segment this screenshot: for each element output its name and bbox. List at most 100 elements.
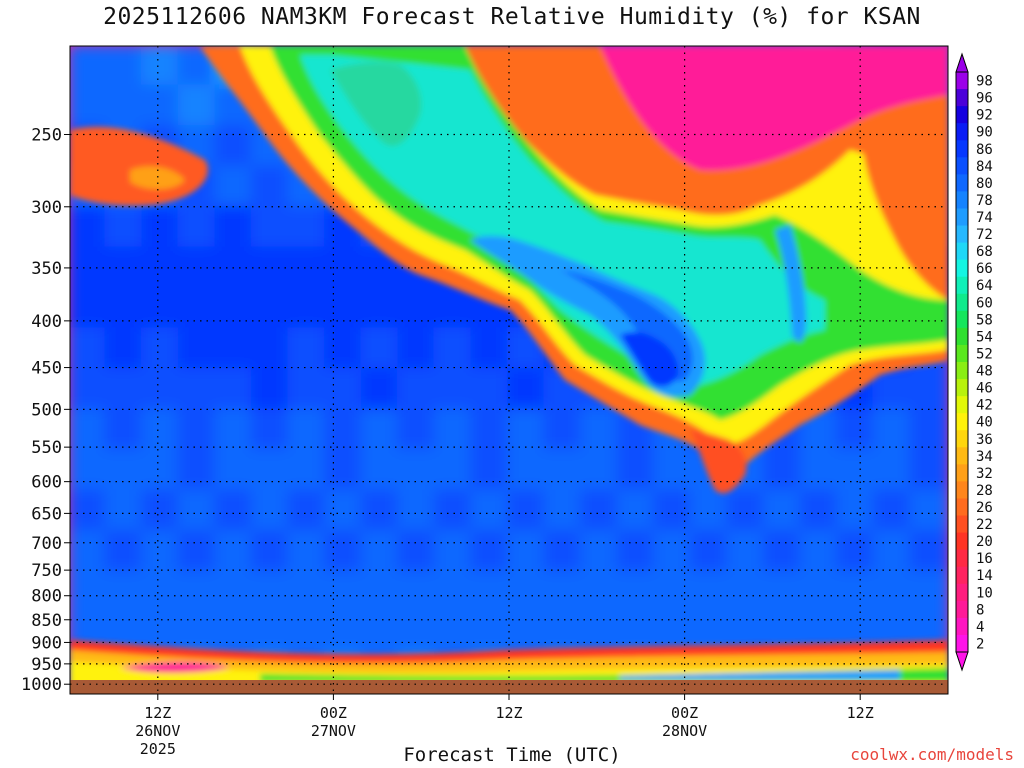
rh-cell bbox=[250, 611, 292, 656]
colorbar-label: 46 bbox=[976, 381, 993, 397]
colorbar-label: 36 bbox=[976, 432, 993, 448]
rh-cell bbox=[214, 570, 255, 615]
rh-cell bbox=[177, 84, 219, 129]
rh-cell bbox=[909, 408, 948, 453]
colorbar-label: 40 bbox=[976, 415, 993, 431]
rh-cell bbox=[287, 570, 329, 615]
rh-cell bbox=[872, 530, 914, 575]
moist-layer-features bbox=[70, 46, 948, 694]
rh-cell bbox=[214, 125, 255, 170]
x-tick-label: 26NOV bbox=[135, 722, 180, 740]
rh-cell bbox=[397, 408, 438, 453]
colorbar-label: 58 bbox=[976, 312, 993, 328]
rh-cell bbox=[177, 408, 219, 453]
rh-cell bbox=[250, 368, 292, 413]
rh-cell bbox=[872, 449, 914, 494]
rh-cell bbox=[360, 449, 402, 494]
surface-band bbox=[70, 680, 948, 694]
colorbar-label: 42 bbox=[976, 398, 993, 414]
rh-cell bbox=[141, 408, 182, 453]
colorbar-frame bbox=[955, 71, 969, 653]
credit-link[interactable]: coolwx.com/models bbox=[850, 745, 1014, 764]
y-tick-label: 800 bbox=[31, 587, 62, 607]
rh-cell bbox=[177, 570, 219, 615]
rh-cell bbox=[141, 449, 182, 494]
rh-cell bbox=[70, 84, 109, 129]
colorbar-swatch bbox=[956, 310, 968, 329]
rh-cell bbox=[104, 46, 146, 89]
rh-cell bbox=[653, 449, 694, 494]
rh-cell bbox=[433, 327, 475, 372]
rh-cell bbox=[250, 489, 292, 534]
rh-cell bbox=[250, 530, 292, 575]
chart-title: 2025112606 NAM3KM Forecast Relative Humi… bbox=[103, 4, 921, 30]
colorbar-swatch bbox=[956, 379, 968, 397]
rh-cell bbox=[141, 84, 182, 129]
colorbar-swatch bbox=[956, 600, 968, 619]
rh-cell bbox=[470, 489, 511, 534]
rh-cell bbox=[507, 530, 548, 575]
rh-cell bbox=[836, 489, 877, 534]
rh-cell bbox=[141, 206, 182, 251]
colorbar-swatch bbox=[956, 123, 968, 141]
rh-cell bbox=[287, 287, 329, 332]
rh-cell bbox=[214, 408, 255, 453]
colorbar-swatch bbox=[956, 140, 968, 158]
rh-cell bbox=[324, 570, 365, 615]
rh-cell bbox=[433, 287, 475, 332]
rh-cell bbox=[324, 368, 365, 413]
rh-cell bbox=[836, 449, 877, 494]
rh-cell bbox=[397, 327, 438, 372]
rh-cell bbox=[287, 449, 329, 494]
rh-cell bbox=[324, 408, 365, 453]
rh-cell bbox=[250, 408, 292, 453]
rh-cell bbox=[214, 287, 255, 332]
rh-cell bbox=[214, 327, 255, 372]
x-tick-label: 00Z bbox=[320, 704, 347, 722]
colorbar-swatch bbox=[956, 208, 968, 227]
rh-cell bbox=[763, 489, 804, 534]
colorbar-swatch bbox=[956, 327, 968, 346]
rh-cell bbox=[104, 530, 146, 575]
colorbar-label: 28 bbox=[976, 483, 993, 499]
rh-cell bbox=[141, 570, 182, 615]
y-tick-label: 500 bbox=[31, 400, 62, 420]
rh-cell bbox=[141, 489, 182, 534]
y-tick-label: 850 bbox=[31, 611, 62, 631]
rh-cell bbox=[214, 489, 255, 534]
rh-cell bbox=[250, 165, 292, 210]
rh-cell bbox=[507, 368, 548, 413]
rh-cell bbox=[177, 246, 219, 291]
rh-cell bbox=[397, 449, 438, 494]
rh-cell bbox=[250, 449, 292, 494]
colorbar-swatch bbox=[956, 549, 968, 568]
colorbar-swatch bbox=[956, 447, 968, 465]
rh-cell bbox=[324, 611, 365, 656]
rh-cell bbox=[70, 327, 109, 372]
colorbar-swatch bbox=[956, 191, 968, 209]
colorbar-label: 64 bbox=[976, 278, 993, 294]
rh-cell bbox=[70, 46, 109, 89]
colorbar-label: 4 bbox=[976, 619, 984, 635]
rh-cell bbox=[836, 408, 877, 453]
rh-cell bbox=[360, 408, 402, 453]
rh-cell bbox=[104, 449, 146, 494]
colorbar-label: 74 bbox=[976, 210, 993, 226]
colorbar-swatch bbox=[956, 242, 968, 261]
rh-cell bbox=[287, 327, 329, 372]
y-tick-label: 700 bbox=[31, 534, 62, 554]
rh-cell bbox=[70, 489, 109, 534]
colorbar-swatch bbox=[956, 72, 968, 90]
colorbar-swatch bbox=[956, 583, 968, 602]
rh-cell bbox=[287, 408, 329, 453]
rh-cell bbox=[70, 206, 109, 251]
rh-cell bbox=[872, 489, 914, 534]
rh-cell bbox=[653, 570, 694, 615]
colorbar-label: 78 bbox=[976, 193, 993, 209]
rh-cell bbox=[909, 368, 948, 413]
rh-cell bbox=[177, 287, 219, 332]
rh-cell bbox=[507, 570, 548, 615]
rh-cell bbox=[177, 368, 219, 413]
colorbar-label: 20 bbox=[976, 534, 993, 550]
